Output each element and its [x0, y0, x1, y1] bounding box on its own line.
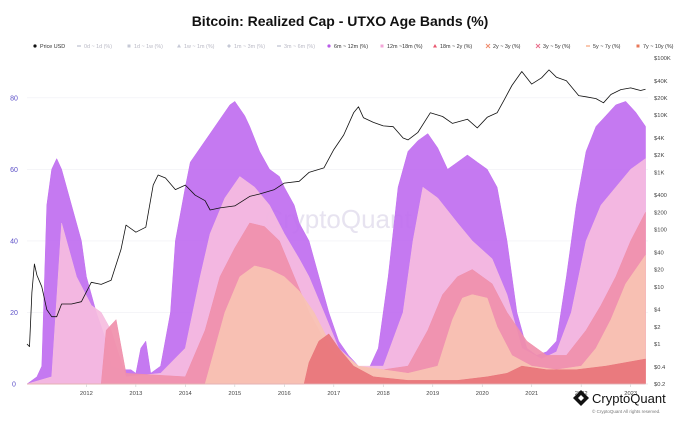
- legend-label: 1d ~ 1w (%): [134, 44, 163, 50]
- legend-marker: [227, 44, 231, 48]
- legend-item[interactable]: 5y ~ 7y (%): [586, 44, 621, 50]
- left-axis-ticks: 0 20 40 60 80: [10, 95, 18, 388]
- right-tick-label: $100K: [654, 56, 671, 62]
- legend-marker: [33, 44, 37, 48]
- legend-item[interactable]: 3y ~ 5y (%): [535, 43, 571, 50]
- left-tick-label: 20: [10, 310, 18, 317]
- legend-item[interactable]: Price USD: [33, 44, 65, 50]
- x-tick-label: 2015: [228, 391, 241, 397]
- legend-marker: [177, 44, 181, 48]
- right-tick-label: $4K: [654, 136, 664, 142]
- legend-item[interactable]: 2y ~ 3y (%): [485, 43, 521, 50]
- legend-item[interactable]: 6m ~ 12m (%): [327, 44, 368, 50]
- right-tick-label: $400: [654, 193, 667, 199]
- legend-label: 6m ~ 12m (%): [334, 44, 368, 50]
- chart-title: Bitcoin: Realized Cap - UTXO Age Bands (…: [192, 13, 489, 29]
- x-tick-label: 2012: [80, 391, 93, 397]
- legend-marker: [535, 43, 541, 49]
- price-usd-line: [26, 69, 646, 347]
- legend-item[interactable]: 18m ~ 2y (%): [433, 44, 472, 50]
- price-line-group: [26, 69, 646, 347]
- x-tick-label: 2017: [327, 391, 340, 397]
- legend-item[interactable]: 1d ~ 1w (%): [127, 44, 164, 50]
- legend-label: 0d ~ 1d (%): [84, 44, 112, 50]
- legend-item[interactable]: 7y ~ 10y (%): [636, 44, 674, 50]
- right-tick-label: $200: [654, 210, 667, 216]
- legend-marker: [636, 44, 640, 48]
- right-tick-label: $1: [654, 342, 660, 348]
- legend-item[interactable]: 1w ~ 1m (%): [177, 44, 215, 50]
- legend-label: 1m ~ 3m (%): [234, 44, 265, 50]
- x-tick-label: 2021: [525, 391, 538, 397]
- x-tick-label: 2020: [476, 391, 489, 397]
- right-tick-label: $20K: [654, 96, 668, 102]
- legend-label: 3m ~ 6m (%): [284, 44, 315, 50]
- legend-marker: [485, 43, 491, 49]
- legend-item[interactable]: 0d ~ 1d (%): [77, 44, 112, 50]
- x-tick-label: 2018: [377, 391, 390, 397]
- right-tick-label: $4: [654, 308, 661, 314]
- legend-marker: [327, 44, 331, 48]
- right-tick-label: $1K: [654, 170, 664, 176]
- area-series-2y-3y-: [27, 254, 646, 385]
- legend-marker: [127, 44, 131, 48]
- x-tick-label: 2023: [624, 391, 637, 397]
- right-tick-label: $2K: [654, 153, 664, 159]
- x-tick-label: 2013: [129, 391, 142, 397]
- x-axis-ticks: 2012 2013 2014 2015 2016 2017 2018 2019 2020 2021…: [27, 383, 648, 397]
- legend-label: Price USD: [40, 44, 65, 50]
- legend-label: 5y ~ 7y (%): [593, 44, 621, 50]
- cryptoquant-logo-icon: [573, 390, 589, 406]
- legend-marker: [433, 44, 437, 48]
- legend-label: 2y ~ 3y (%): [493, 44, 521, 50]
- legend-label: 12m ~18m (%): [387, 44, 423, 50]
- legend-marker: [380, 44, 384, 48]
- right-tick-label: $10: [654, 285, 664, 291]
- right-axis-ticks: $100K $40K $20K $10K $4K $2K $1K $400 $200 $100 $4…: [654, 56, 671, 388]
- legend-item[interactable]: 3m ~ 6m (%): [277, 44, 315, 50]
- left-tick-label: 0: [12, 382, 16, 389]
- right-tick-label: $0.2: [654, 382, 665, 388]
- copyright-text: © CryptoQuant All rights reserved.: [592, 408, 660, 414]
- brand-logo: CryptoQuant © CryptoQuant All rights res…: [573, 390, 666, 414]
- left-tick-label: 80: [10, 95, 18, 102]
- right-tick-label: $40: [654, 250, 664, 256]
- area-series-5y-7y-: [27, 333, 646, 385]
- right-tick-label: $0.4: [654, 365, 666, 371]
- legend-label: 18m ~ 2y (%): [440, 44, 472, 50]
- x-tick-label: 2019: [426, 391, 439, 397]
- legend-item[interactable]: 12m ~18m (%): [380, 44, 423, 50]
- area-series: [26, 101, 646, 385]
- x-tick-label: 2014: [179, 391, 193, 397]
- right-tick-label: $20: [654, 268, 664, 274]
- right-tick-label: $2: [654, 325, 660, 331]
- right-tick-label: $10K: [654, 113, 668, 119]
- legend-item[interactable]: 1m ~ 3m (%): [227, 44, 265, 50]
- legend-label: 3y ~ 5y (%): [543, 44, 571, 50]
- right-tick-label: $40K: [654, 79, 668, 85]
- legend: Price USD 0d ~ 1d (%) 1d ~ 1w (%) 1w ~ 1m (…: [33, 43, 674, 50]
- legend-label: 1w ~ 1m (%): [184, 44, 215, 50]
- right-tick-label: $100: [654, 228, 667, 234]
- left-tick-label: 60: [10, 167, 18, 174]
- left-tick-label: 40: [10, 238, 18, 245]
- legend-label: 7y ~ 10y (%): [643, 44, 674, 50]
- brand-name: CryptoQuant: [592, 391, 666, 406]
- x-tick-label: 2016: [278, 391, 291, 397]
